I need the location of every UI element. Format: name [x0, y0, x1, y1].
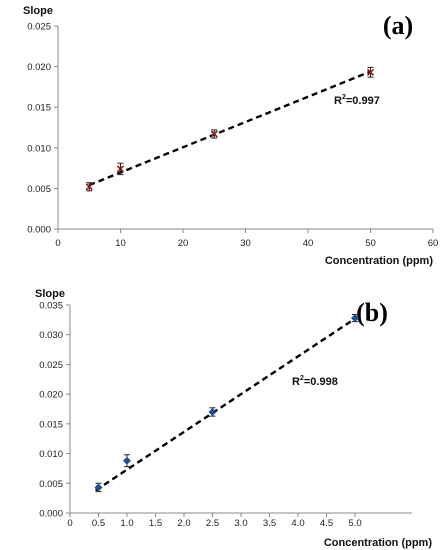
data-point	[208, 407, 217, 416]
data-point	[351, 314, 359, 323]
y-tick-label: 0.025	[27, 22, 51, 33]
x-tick-label: 1.5	[149, 518, 162, 529]
data-point	[366, 68, 375, 76]
x-tick-label: 60	[428, 238, 439, 249]
y-axis-label: Slope	[35, 288, 65, 300]
y-tick-label: 0.030	[39, 330, 63, 341]
chart-panel-a: 0.000 0.005 0.010 0.015 0.020 0.025 0 10 20 30 40 5…	[23, 5, 438, 267]
y-tick-label: 0.005	[27, 184, 51, 195]
chart-panel-b: 0.000 0.005 0.010 0.015 0.020 0.025 0.030 0.035…	[35, 288, 432, 549]
x-tick-label: 0	[67, 518, 72, 529]
y-tick-label: 0.005	[39, 479, 63, 490]
x-axis-label: Concentration (ppm)	[324, 537, 432, 549]
data-point	[210, 130, 218, 138]
x-axis-label: Concentration (ppm)	[325, 255, 433, 267]
x-tick-label: 10	[115, 238, 126, 249]
x-tick-label: 40	[303, 238, 314, 249]
data-point-stroke	[366, 68, 375, 76]
data-point-stroke	[85, 183, 93, 191]
y-axis-label: Slope	[23, 5, 53, 17]
data-point-stroke	[116, 165, 125, 173]
y-tick-label: 0.000	[27, 225, 51, 236]
x-tick-label: 3.0	[234, 518, 247, 529]
panel-label: (a)	[383, 11, 413, 40]
data-point	[116, 165, 125, 173]
panel-label: (b)	[356, 298, 388, 327]
r-squared-annotation: R2=0.998	[292, 375, 338, 388]
y-tick-label: 0.010	[27, 143, 51, 154]
y-tick-label: 0.020	[27, 62, 51, 73]
x-tick-label: 2.0	[177, 518, 190, 529]
y-tick-label: 0.020	[39, 390, 63, 401]
data-point	[94, 483, 103, 492]
x-tick-label: 2.5	[206, 518, 219, 529]
data-point-stroke	[210, 130, 218, 138]
x-tick-label: 1.0	[120, 518, 133, 529]
x-tick-label: 50	[365, 238, 376, 249]
y-tick-label: 0.015	[27, 103, 51, 114]
data-point	[85, 183, 93, 191]
x-tick-label: 0.5	[92, 518, 105, 529]
y-tick-label: 0.015	[39, 419, 63, 430]
y-tick-label: 0.000	[39, 509, 63, 520]
y-tick-label: 0.010	[39, 449, 63, 460]
x-tick-label: 0	[55, 238, 60, 249]
x-tick-label: 5.0	[348, 518, 361, 529]
data-point	[123, 456, 131, 465]
y-tick-label: 0.025	[39, 360, 63, 371]
x-tick-label: 4.5	[320, 518, 333, 529]
fit-line	[88, 70, 371, 187]
r-squared-annotation: R2=0.997	[334, 94, 380, 107]
x-tick-label: 3.5	[263, 518, 276, 529]
y-tick-label: 0.035	[39, 301, 63, 312]
x-tick-label: 20	[178, 238, 189, 249]
fit-line	[94, 317, 356, 492]
x-tick-label: 30	[240, 238, 251, 249]
x-tick-label: 4.0	[291, 518, 304, 529]
